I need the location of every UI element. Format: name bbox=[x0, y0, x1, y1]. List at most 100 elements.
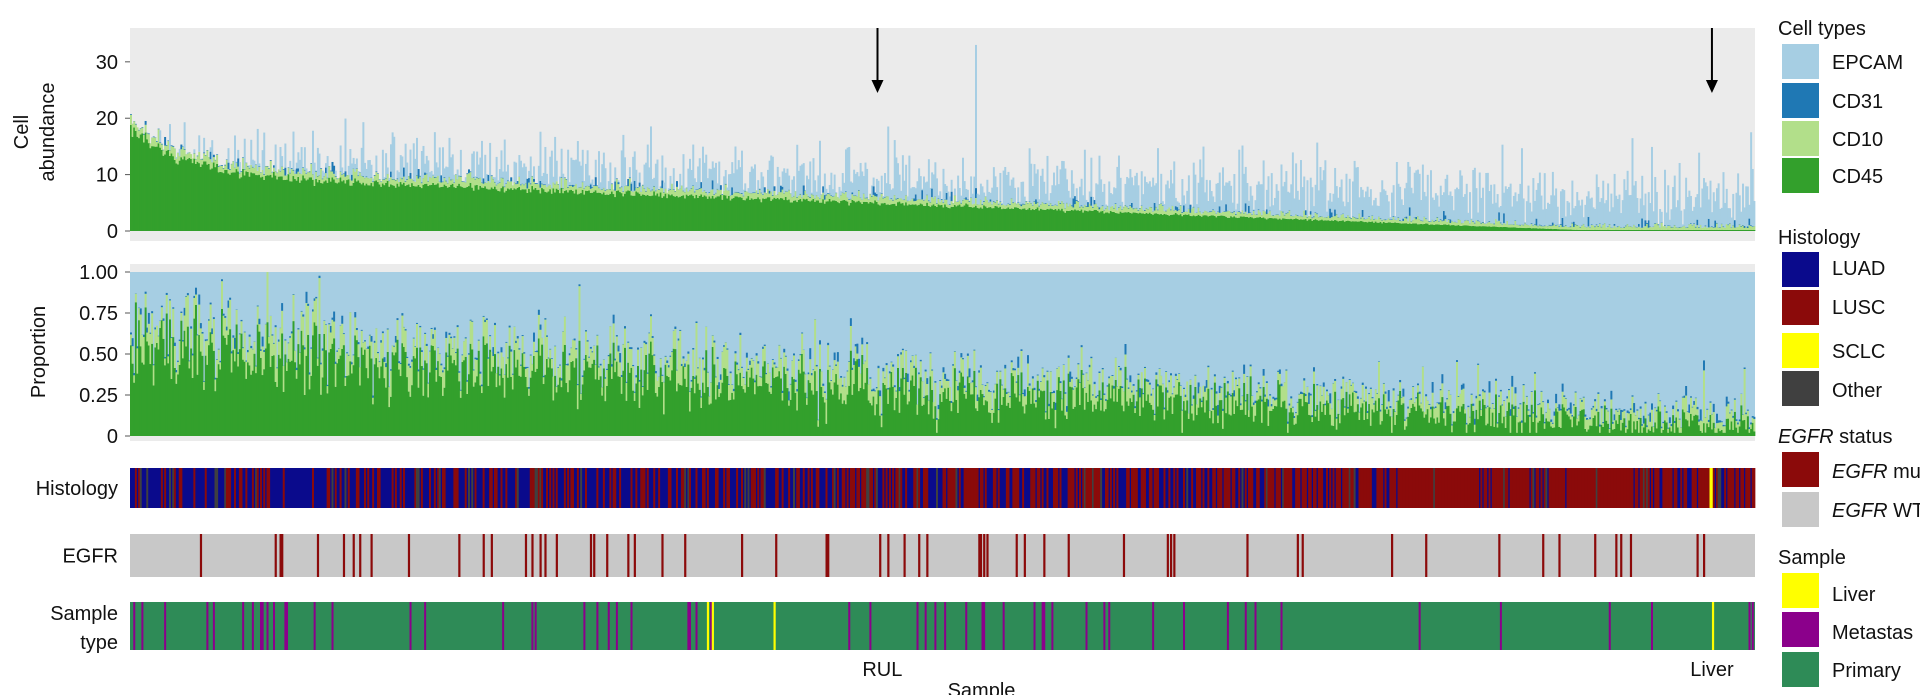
abundance-bar-cd10 bbox=[1205, 211, 1208, 216]
abundance-bar-cd45 bbox=[282, 180, 285, 231]
proportion-bar-cd31 bbox=[455, 352, 457, 354]
proportion-bar-cd45 bbox=[788, 405, 791, 436]
abundance-bar-epcam bbox=[916, 181, 919, 200]
proportion-bar-cd45 bbox=[209, 332, 212, 436]
proportion-bar-cd31 bbox=[409, 365, 412, 368]
abundance-bar-cd31 bbox=[533, 178, 535, 182]
abundance-bar-cd45 bbox=[711, 196, 714, 231]
abundance-bar-cd45 bbox=[297, 177, 300, 231]
abundance-bar-epcam bbox=[1095, 183, 1098, 204]
abundance-bar-epcam bbox=[728, 174, 730, 191]
abundance-bar-epcam bbox=[1332, 193, 1335, 217]
abundance-bar-epcam bbox=[1522, 198, 1525, 225]
abundance-bar-cd31 bbox=[698, 188, 701, 189]
abundance-bar-cd10 bbox=[253, 168, 256, 174]
proportion-bar-cd45 bbox=[729, 399, 732, 436]
abundance-bar-cd45 bbox=[143, 142, 145, 231]
proportion-bar-cd31 bbox=[162, 318, 165, 321]
abundance-bar-cd10 bbox=[1607, 226, 1610, 230]
abundance-bar-cd10 bbox=[385, 178, 388, 183]
abundance-bar-cd10 bbox=[1365, 219, 1367, 222]
abundance-bar-cd10 bbox=[1441, 221, 1444, 225]
abundance-bar-epcam bbox=[1327, 200, 1330, 216]
abundance-bar-cd45 bbox=[375, 180, 378, 231]
abundance-bar-cd31 bbox=[269, 160, 272, 161]
proportion-bar-cd45 bbox=[354, 335, 357, 436]
abundance-bar-cd45 bbox=[731, 198, 734, 231]
abundance-bar-cd45 bbox=[819, 202, 821, 231]
abundance-bar-epcam bbox=[864, 162, 867, 198]
abundance-bar-cd10 bbox=[1400, 221, 1403, 224]
proportion-bar-cd31 bbox=[224, 316, 227, 318]
proportion-bar-cd10 bbox=[388, 387, 391, 408]
proportion-bar-cd10 bbox=[456, 327, 459, 349]
abundance-bar-cd10 bbox=[1639, 227, 1642, 230]
abundance-bar-cd31 bbox=[874, 192, 877, 197]
abundance-bar-epcam bbox=[1529, 202, 1532, 226]
abundance-bar-epcam bbox=[1381, 180, 1384, 220]
abundance-bar-cd45 bbox=[663, 196, 665, 231]
abundance-bar-cd45 bbox=[378, 184, 381, 231]
abundance-bar-cd45 bbox=[1317, 220, 1320, 231]
proportion-bar-cd31 bbox=[364, 340, 366, 342]
abundance-bar-epcam bbox=[1248, 200, 1250, 206]
proportion-bar-cd31 bbox=[607, 355, 610, 357]
abundance-bar-epcam bbox=[1319, 167, 1322, 217]
proportion-bar-cd10 bbox=[147, 323, 150, 346]
abundance-bar-cd31 bbox=[1192, 206, 1195, 208]
abundance-bar-epcam bbox=[617, 180, 620, 183]
abundance-bar-cd45 bbox=[775, 198, 778, 231]
proportion-bar-cd31 bbox=[784, 355, 787, 357]
abundance-bar-cd31 bbox=[1079, 206, 1081, 208]
proportion-bar-cd10 bbox=[734, 353, 737, 362]
abundance-bar-epcam bbox=[1358, 197, 1361, 214]
abundance-bar-cd31 bbox=[487, 174, 490, 181]
proportion-bar-cd10 bbox=[671, 352, 674, 371]
abundance-bar-cd10 bbox=[879, 197, 882, 206]
abundance-bar-cd45 bbox=[872, 203, 875, 231]
proportion-bar-cd45 bbox=[258, 331, 261, 436]
abundance-bar-cd10 bbox=[1012, 203, 1015, 209]
abundance-bar-epcam bbox=[1290, 184, 1293, 216]
abundance-bar-cd45 bbox=[975, 205, 977, 231]
abundance-bar-epcam bbox=[797, 170, 800, 196]
abundance-bar-epcam bbox=[1345, 173, 1348, 218]
abundance-bar-cd45 bbox=[156, 146, 158, 231]
abundance-bar-cd45 bbox=[253, 173, 256, 231]
abundance-bar-epcam bbox=[911, 187, 914, 199]
abundance-bar-epcam bbox=[710, 169, 713, 191]
abundance-bar-cd31 bbox=[391, 178, 394, 180]
abundance-bar-epcam bbox=[1347, 202, 1350, 216]
abundance-bar-cd45 bbox=[1200, 216, 1203, 231]
abundance-bar-cd45 bbox=[633, 195, 636, 231]
abundance-bar-cd10 bbox=[806, 193, 808, 199]
proportion-bar-cd10 bbox=[321, 350, 324, 378]
proportion-bar-cd10 bbox=[191, 355, 194, 378]
abundance-bar-cd45 bbox=[469, 182, 472, 231]
proportion-bar-cd45 bbox=[463, 360, 466, 436]
abundance-bar-cd45 bbox=[164, 154, 167, 231]
proportion-bar-cd45 bbox=[328, 352, 331, 436]
abundance-bar-cd31 bbox=[581, 181, 584, 183]
proportion-bar-cd45 bbox=[388, 407, 391, 436]
proportion-bar-cd10 bbox=[401, 315, 404, 344]
abundance-bar-epcam bbox=[609, 162, 612, 190]
proportion-bar-cd10 bbox=[208, 320, 210, 346]
abundance-bar-epcam bbox=[586, 150, 589, 186]
abundance-bar-epcam bbox=[495, 156, 498, 185]
proportion-bar-cd31 bbox=[466, 380, 469, 382]
abundance-bar-cd45 bbox=[1212, 215, 1215, 231]
abundance-bar-cd10 bbox=[741, 193, 743, 198]
abundance-bar-cd10 bbox=[1748, 225, 1751, 230]
abundance-bar-epcam bbox=[1233, 174, 1236, 211]
abundance-bar-epcam bbox=[1563, 190, 1566, 227]
abundance-bar-cd10 bbox=[1069, 204, 1072, 211]
abundance-bar-cd45 bbox=[403, 182, 405, 231]
abundance-bar-cd45 bbox=[1579, 229, 1582, 231]
abundance-bar-cd10 bbox=[1119, 206, 1122, 212]
abundance-bar-epcam bbox=[1267, 176, 1270, 214]
abundance-bar-cd10 bbox=[570, 185, 573, 190]
abundance-bar-cd10 bbox=[268, 168, 271, 176]
proportion-bar-cd31 bbox=[786, 368, 789, 371]
proportion-bar-cd31 bbox=[386, 328, 389, 330]
